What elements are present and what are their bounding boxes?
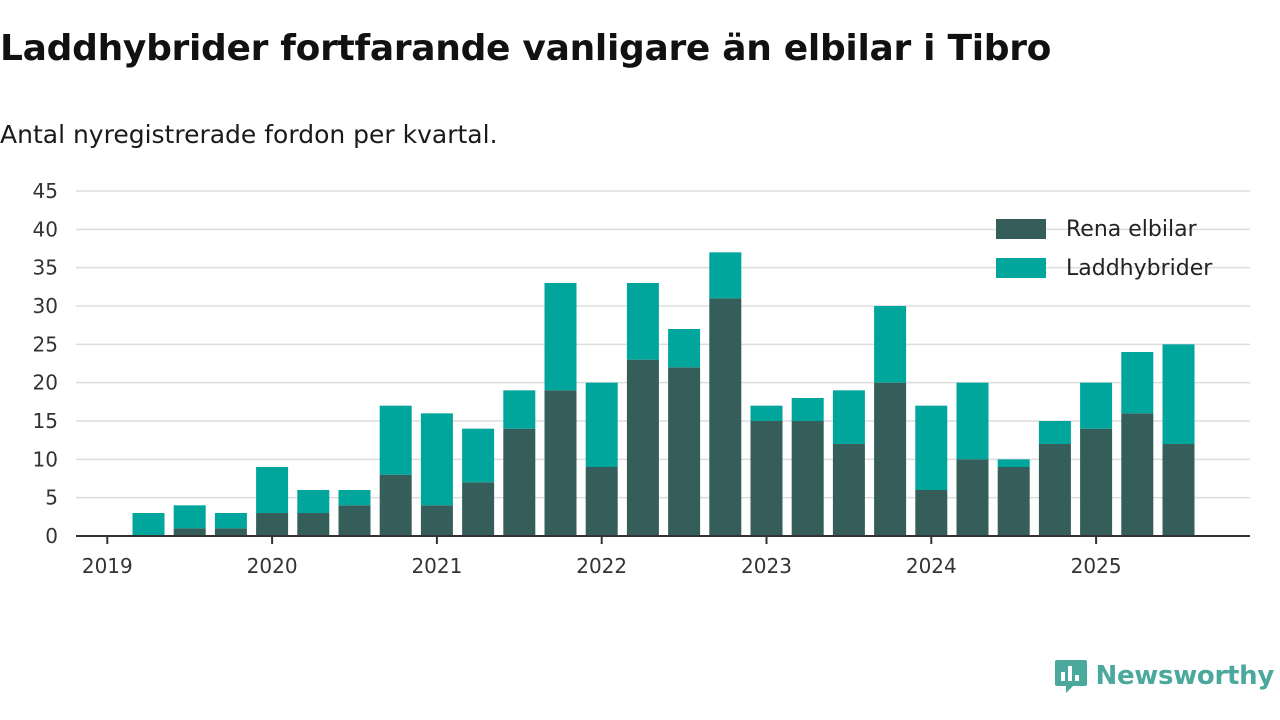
legend: Rena elbilar Laddhybrider <box>996 217 1213 281</box>
newsworthy-brand: Newsworthy <box>1054 658 1274 694</box>
bar-rena-elbilar <box>874 382 907 536</box>
bar-laddhybrider <box>956 382 989 460</box>
gridlines <box>76 190 1250 499</box>
bar-laddhybrider <box>791 398 824 421</box>
bar-rena-elbilar <box>1162 444 1195 536</box>
chart-subtitle: Antal nyregistrerade fordon per kvartal. <box>0 120 498 149</box>
x-tick-label: 2020 <box>247 554 298 578</box>
bar-rena-elbilar <box>544 390 577 536</box>
y-tick-label: 5 <box>45 486 58 510</box>
bar-rena-elbilar <box>832 444 865 536</box>
bar-rena-elbilar <box>709 298 742 536</box>
bar-laddhybrider <box>503 390 536 429</box>
x-tick-label: 2021 <box>411 554 462 578</box>
bar-rena-elbilar <box>1121 413 1154 536</box>
bar-laddhybrider <box>1162 344 1195 444</box>
bars <box>132 252 1195 536</box>
bar-rena-elbilar <box>585 467 618 536</box>
bar-laddhybrider <box>338 490 371 506</box>
bar-rena-elbilar <box>668 367 701 536</box>
bar-rena-elbilar <box>750 421 783 536</box>
x-axis: 2019 2020 2021 2022 2023 2024 2025 <box>76 535 1250 578</box>
y-tick-label: 40 <box>33 217 58 241</box>
bar-rena-elbilar <box>1038 444 1071 536</box>
bar-rena-elbilar <box>956 459 989 536</box>
bar-laddhybrider <box>668 329 701 368</box>
bar-rena-elbilar <box>997 467 1030 536</box>
y-tick-label: 15 <box>33 409 58 433</box>
y-tick-label: 45 <box>33 179 58 203</box>
y-axis-ticks: 0 5 10 15 20 25 30 35 40 45 <box>33 179 58 548</box>
x-tick-label: 2024 <box>906 554 957 578</box>
bar-rena-elbilar <box>214 528 247 536</box>
y-tick-label: 30 <box>33 294 58 318</box>
legend-swatch <box>996 258 1046 278</box>
bar-laddhybrider <box>256 467 289 513</box>
bar-rena-elbilar <box>791 421 824 536</box>
bar-laddhybrider <box>997 459 1030 467</box>
bar-rena-elbilar <box>379 474 412 536</box>
y-tick-label: 35 <box>33 256 58 280</box>
x-tick-label: 2025 <box>1071 554 1122 578</box>
legend-label: Rena elbilar <box>1066 217 1198 242</box>
y-tick-label: 25 <box>33 332 58 356</box>
bar-laddhybrider <box>462 428 495 483</box>
bar-laddhybrider <box>709 252 742 299</box>
bar-laddhybrider <box>832 390 865 444</box>
bar-rena-elbilar <box>626 359 659 536</box>
chart-title: Laddhybrider fortfarande vanligare än el… <box>0 28 1052 69</box>
bar-rena-elbilar <box>420 505 453 536</box>
bar-rena-elbilar <box>915 490 948 536</box>
x-tick-label: 2019 <box>82 554 133 578</box>
bar-laddhybrider <box>379 405 412 475</box>
bar-laddhybrider <box>214 513 247 529</box>
bar-rena-elbilar <box>462 482 495 536</box>
bar-laddhybrider <box>297 490 330 513</box>
bar-laddhybrider <box>915 405 948 490</box>
bar-laddhybrider <box>626 283 659 360</box>
bar-rena-elbilar <box>256 513 289 536</box>
bar-rena-elbilar <box>338 505 371 536</box>
bar-laddhybrider <box>874 306 907 383</box>
bar-laddhybrider <box>1121 352 1154 414</box>
legend-label: Laddhybrider <box>1066 256 1213 281</box>
x-tick-label: 2022 <box>576 554 627 578</box>
brand-name: Newsworthy <box>1095 661 1275 691</box>
legend-swatch <box>996 219 1046 239</box>
y-tick-label: 0 <box>45 524 58 548</box>
newsworthy-logo-icon <box>1054 660 1087 693</box>
bar-rena-elbilar <box>173 528 206 536</box>
bar-laddhybrider <box>420 413 453 506</box>
bar-rena-elbilar <box>503 428 536 536</box>
bar-laddhybrider <box>585 382 618 467</box>
bar-laddhybrider <box>1038 421 1071 444</box>
bar-laddhybrider <box>750 405 783 421</box>
bar-rena-elbilar <box>297 513 330 536</box>
y-tick-label: 20 <box>33 371 58 395</box>
bar-laddhybrider <box>132 513 165 536</box>
bar-laddhybrider <box>544 283 577 391</box>
x-tick-label: 2023 <box>741 554 792 578</box>
bar-rena-elbilar <box>1080 428 1113 536</box>
bar-laddhybrider <box>173 505 206 529</box>
bar-laddhybrider <box>1080 382 1113 429</box>
y-tick-label: 10 <box>33 447 58 471</box>
